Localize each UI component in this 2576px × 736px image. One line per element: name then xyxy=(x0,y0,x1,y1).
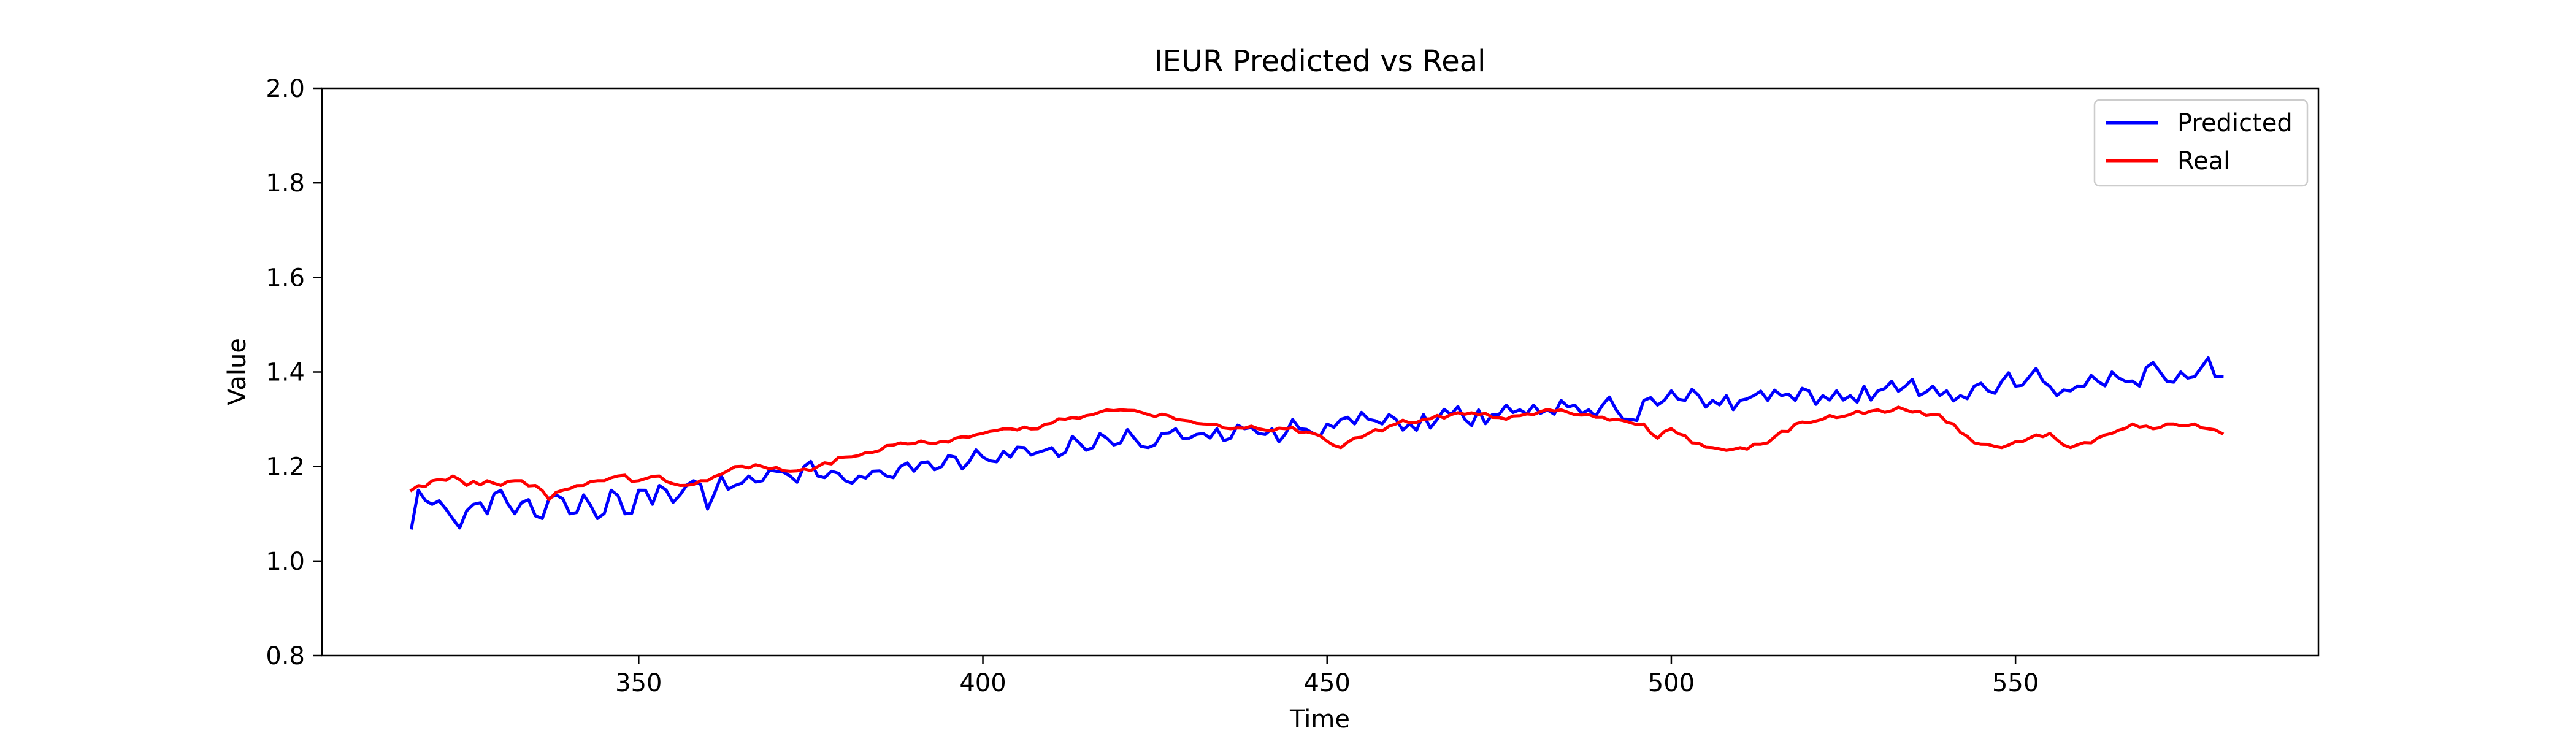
series-line-real xyxy=(409,405,2225,502)
series-line-predicted xyxy=(409,356,2224,530)
y-axis-ticks: 0.8 1.0 1.2 1.4 1.6 1.8 2.0 xyxy=(266,75,322,670)
x-tick-label: 500 xyxy=(1648,669,1695,697)
y-tick-label: 1.0 xyxy=(266,548,305,576)
x-tick-label: 400 xyxy=(959,669,1006,697)
series-lines xyxy=(409,356,2225,530)
x-axis-ticks: 350 400 450 500 550 xyxy=(615,656,2039,697)
x-tick-label: 350 xyxy=(615,669,662,697)
chart-title: IEUR Predicted vs Real xyxy=(1154,44,1486,79)
y-axis-label: Value xyxy=(223,338,251,405)
legend-label-real: Real xyxy=(2177,147,2230,175)
y-tick-label: 1.6 xyxy=(266,264,305,292)
x-tick-label: 450 xyxy=(1304,669,1351,697)
plot-area xyxy=(321,87,2320,657)
x-tick-label: 550 xyxy=(1992,669,2039,697)
y-tick-label: 1.8 xyxy=(266,169,305,197)
y-tick-label: 1.2 xyxy=(266,453,305,481)
legend: Predicted Real xyxy=(2093,99,2309,187)
x-axis-label: Time xyxy=(1289,705,1350,734)
y-tick-label: 0.8 xyxy=(266,642,305,670)
axes-frame xyxy=(321,87,2320,657)
y-tick-label: 2.0 xyxy=(266,75,305,103)
legend-label-predicted: Predicted xyxy=(2177,109,2293,137)
y-tick-label: 1.4 xyxy=(266,359,305,387)
